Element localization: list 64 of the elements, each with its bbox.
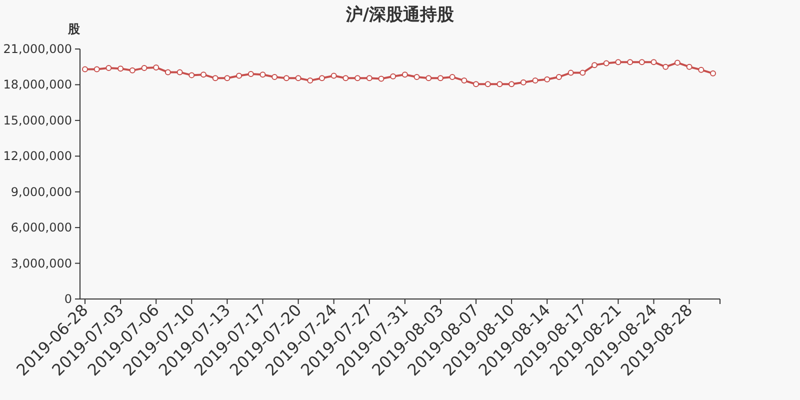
y-axis-title: 股 [67, 22, 81, 36]
point [224, 75, 230, 82]
point [532, 78, 538, 84]
y-tick-label: 0 [64, 292, 72, 306]
point [662, 64, 669, 70]
point [603, 60, 610, 66]
chart-title: 沪/深股通持股 [344, 5, 456, 25]
point [141, 65, 148, 72]
point [200, 72, 206, 78]
y-tick-label: 18,000,000 [3, 78, 72, 92]
point [627, 59, 634, 66]
point [674, 60, 680, 66]
point [212, 75, 218, 82]
point [426, 75, 432, 82]
point [330, 72, 337, 79]
point [272, 74, 278, 80]
point [686, 64, 692, 70]
point [508, 81, 515, 88]
point [484, 81, 491, 88]
point [580, 70, 586, 76]
point [461, 78, 468, 84]
point [188, 72, 195, 78]
point [118, 66, 124, 72]
point [378, 76, 384, 82]
point [318, 75, 325, 82]
y-tick-label: 15,000,000 [3, 113, 72, 128]
point [520, 79, 526, 86]
point [402, 72, 408, 78]
point [366, 75, 372, 82]
point [94, 66, 100, 72]
point [638, 59, 645, 66]
point [260, 72, 266, 78]
point [354, 75, 361, 82]
point [176, 69, 183, 76]
point [390, 73, 396, 80]
point [82, 66, 88, 72]
point [698, 66, 704, 73]
point [568, 70, 574, 76]
y-tick-label: 9,000,000 [10, 184, 72, 199]
y-tick-label: 3,000,000 [10, 256, 72, 270]
point [710, 70, 716, 76]
point [449, 74, 456, 80]
point [164, 69, 171, 76]
point [414, 74, 420, 80]
point [473, 81, 480, 88]
y-tick-label: 21,000,000 [3, 42, 72, 56]
point [342, 75, 349, 82]
point [153, 64, 160, 70]
y-tick-label: 12,000,000 [3, 149, 72, 164]
point [544, 76, 550, 82]
point [129, 67, 136, 74]
y-tick-label: 6,000,000 [10, 220, 72, 235]
point [615, 59, 622, 66]
point [592, 62, 598, 68]
point [295, 75, 302, 82]
point [106, 65, 112, 72]
point [556, 74, 562, 80]
point [283, 75, 290, 82]
point [437, 75, 444, 82]
point [236, 72, 242, 79]
point [307, 78, 314, 84]
point [248, 71, 254, 77]
point [496, 81, 503, 88]
point [650, 59, 657, 66]
